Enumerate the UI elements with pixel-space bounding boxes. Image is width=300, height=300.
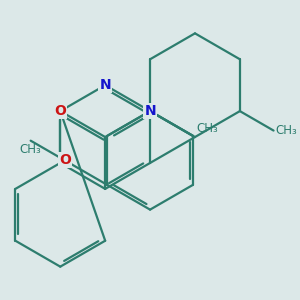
Text: N: N	[99, 78, 111, 92]
Text: CH₃: CH₃	[197, 122, 218, 135]
Text: CH₃: CH₃	[275, 124, 297, 137]
Text: O: O	[59, 153, 71, 167]
Text: N: N	[144, 104, 156, 118]
Text: CH₃: CH₃	[20, 143, 41, 156]
Text: O: O	[54, 104, 66, 118]
